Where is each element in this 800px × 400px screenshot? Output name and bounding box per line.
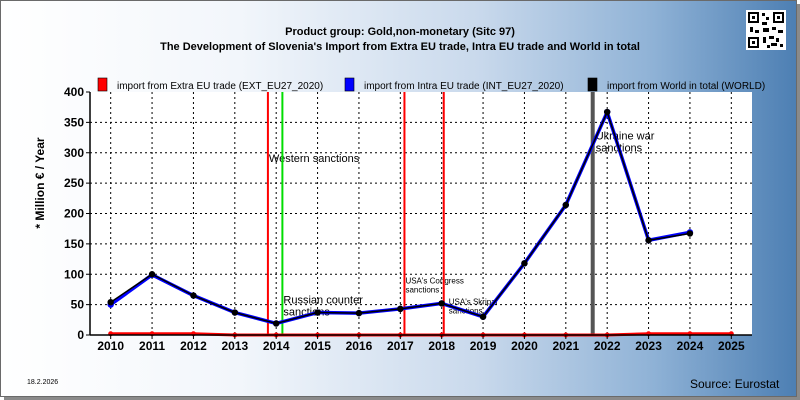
event-label: USA's Congress sanctions <box>405 276 463 294</box>
y-tick-label: 250 <box>64 176 84 190</box>
data-point <box>107 298 114 306</box>
x-tick-label: 2019 <box>470 339 497 353</box>
data-point <box>686 230 694 237</box>
x-tick-label: 2023 <box>635 339 662 353</box>
event-label: Ukraine war sanctions <box>596 130 655 154</box>
chart-subtitle: The Development of Slovenia's Import fro… <box>160 41 640 53</box>
data-point <box>603 108 611 116</box>
legend-swatch <box>97 77 108 92</box>
date-label: 18.2.2026 <box>27 379 59 386</box>
x-tick-label: 2016 <box>346 339 373 353</box>
x-tick-label: 2011 <box>139 339 165 353</box>
qr-code-icon <box>746 10 786 50</box>
source-label: Source: Eurostat <box>690 377 780 391</box>
y-tick-label: 200 <box>64 207 84 221</box>
y-tick-label: 300 <box>64 146 84 160</box>
legend-label: import from Intra EU trade (INT_EU27_202… <box>364 81 564 92</box>
y-tick-label: 350 <box>64 115 84 129</box>
x-tick-label: 2010 <box>97 339 124 353</box>
legend-label: import from World in total (WORLD) <box>607 81 765 92</box>
legend-swatch <box>344 77 355 92</box>
data-point <box>314 309 321 316</box>
x-tick-label: 2022 <box>594 339 621 353</box>
x-tick-label: 2012 <box>180 339 207 353</box>
x-tick-label: 2018 <box>428 339 455 353</box>
legend-swatch <box>587 77 598 92</box>
x-tick-label: 2015 <box>304 339 331 353</box>
chart-title: Product group: Gold,non-monetary (Sitc 9… <box>285 26 515 38</box>
data-point <box>272 320 280 327</box>
x-tick-label: 2025 <box>718 339 745 353</box>
x-tick-label: 2021 <box>552 339 579 353</box>
x-tick-label: 2020 <box>511 339 538 353</box>
y-tick-label: 50 <box>71 298 85 312</box>
x-tick-label: 2014 <box>263 339 290 353</box>
event-label: Russian counter sanctions <box>283 294 363 318</box>
y-tick-label: 150 <box>64 237 84 251</box>
x-tick-label: 2017 <box>387 339 414 353</box>
data-point <box>562 201 570 209</box>
data-point <box>438 300 445 307</box>
data-point <box>355 309 363 317</box>
y-tick-label: 100 <box>64 267 84 281</box>
legend-label: import from Extra EU trade (EXT_EU27_202… <box>117 81 323 92</box>
data-point <box>190 292 197 299</box>
x-tick-label: 2024 <box>677 339 704 353</box>
data-point <box>148 271 156 278</box>
x-tick-label: 2013 <box>221 339 248 353</box>
event-label: Western sanctions <box>269 153 360 165</box>
data-point <box>231 309 239 316</box>
y-tick-label: 400 <box>64 85 84 99</box>
y-tick-label: 0 <box>77 328 84 342</box>
data-point <box>479 313 487 320</box>
data-point <box>397 305 404 313</box>
data-point <box>645 237 652 244</box>
data-point <box>521 260 528 267</box>
